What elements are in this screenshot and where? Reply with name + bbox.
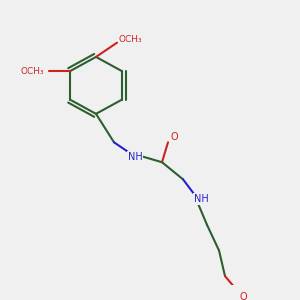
Text: OCH₃: OCH₃: [119, 35, 142, 44]
Text: NH: NH: [128, 152, 142, 161]
Text: NH: NH: [194, 194, 208, 204]
Text: OCH₃: OCH₃: [21, 67, 44, 76]
Text: O: O: [239, 292, 247, 300]
Text: O: O: [170, 132, 178, 142]
